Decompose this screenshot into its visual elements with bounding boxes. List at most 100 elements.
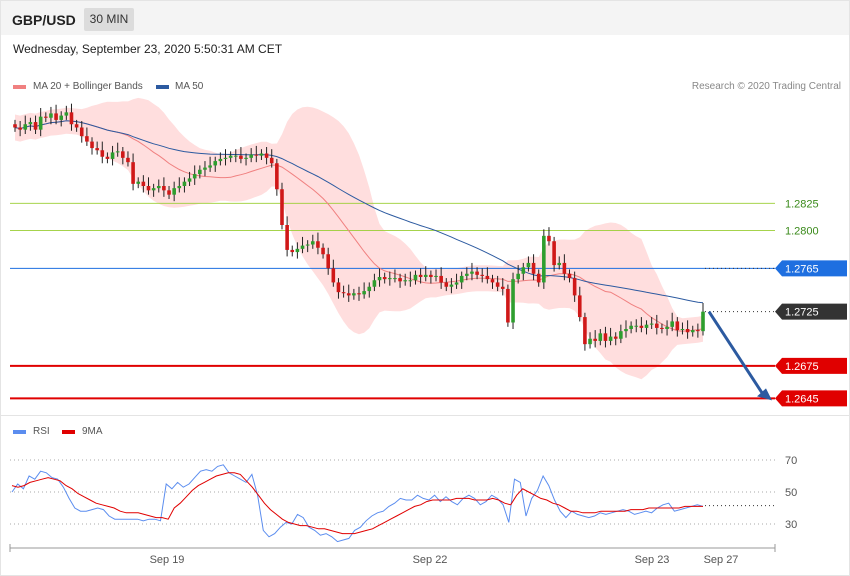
candle-body (557, 262, 562, 266)
ma9-legend-swatch (62, 430, 75, 434)
candle-body (465, 273, 469, 276)
candle-body (182, 181, 187, 186)
candle-body (121, 151, 125, 158)
level-label-1.2645: 1.2645 (785, 393, 819, 405)
candle-body (388, 278, 392, 280)
candle-body (403, 280, 408, 282)
level-tag-1.2765 (775, 260, 847, 277)
candle-body (13, 124, 17, 128)
candle-body (69, 112, 74, 125)
candle-body (429, 274, 433, 277)
price-chart: 1.2825 1.2800 1.2765 1.2725 1.2675 1.2645 (10, 97, 847, 407)
candle-body (583, 317, 587, 345)
candle-body (131, 162, 135, 184)
candle-body (126, 157, 130, 163)
candle-body (500, 286, 505, 289)
candle-body (90, 141, 94, 149)
candle-body (213, 161, 218, 166)
candle-body (608, 336, 613, 341)
candle-body (233, 155, 238, 157)
candle-body (300, 245, 305, 249)
candle-body (521, 267, 526, 274)
candle-body (167, 190, 171, 195)
candle-body (439, 275, 443, 283)
candle-body (613, 336, 618, 339)
candle-body (192, 174, 197, 179)
candle-body (572, 278, 577, 296)
candle-body (85, 136, 89, 142)
x-tick-label: Sep 22 (413, 554, 448, 566)
candle-body (603, 333, 608, 341)
copyright-text: Research © 2020 Trading Central (691, 81, 841, 92)
candle-body (449, 284, 454, 287)
candle-body (536, 273, 541, 283)
candle-body (105, 156, 110, 159)
candle-body (382, 277, 387, 280)
candle-body (434, 275, 438, 277)
candle-body (259, 153, 264, 156)
candle-body (198, 169, 202, 175)
candle-body (629, 325, 633, 329)
ma20-legend-label: MA 20 + Bollinger Bands (33, 81, 143, 92)
candle-body (95, 148, 99, 151)
candle-body (562, 262, 567, 274)
ma50-line (14, 120, 704, 304)
ma9-legend-label: 9MA (82, 426, 103, 437)
candle-body (598, 333, 603, 341)
level-label-1.2765: 1.2765 (785, 263, 819, 275)
candle-body (331, 268, 336, 283)
candle-body (326, 254, 330, 269)
candle-body (141, 181, 146, 186)
ma20-legend-swatch (13, 85, 26, 89)
candle-body (54, 113, 58, 120)
timeframe-button[interactable]: 30 MIN (84, 8, 134, 31)
candle-body (475, 271, 479, 275)
candle-body (38, 116, 43, 130)
candle-body (526, 262, 531, 268)
candle-body (79, 127, 84, 137)
candle-body (341, 292, 346, 294)
candle-body (336, 282, 341, 293)
candle-body (305, 244, 310, 246)
candle-body (285, 225, 289, 250)
candle-body (33, 122, 38, 130)
candle-body (110, 152, 115, 159)
candle-body (280, 189, 284, 225)
x-tick-label: Sep 23 (635, 554, 670, 566)
rsi-legend-label: RSI (33, 426, 50, 437)
candle-body (444, 282, 449, 287)
candle-body (151, 188, 156, 191)
candle-body (454, 282, 459, 285)
candle-body (531, 262, 536, 274)
candle-body (644, 324, 649, 328)
candle-body (367, 286, 372, 292)
candle-body (177, 186, 182, 189)
level-tag-1.2645 (775, 390, 847, 407)
level-tag-1.2725 (775, 303, 847, 320)
candle-body (346, 293, 351, 296)
candle-body (685, 329, 690, 333)
candle-body (156, 186, 161, 189)
candle-body (218, 158, 223, 162)
candle-body (634, 325, 639, 327)
candle-body (459, 275, 464, 283)
candle-body (490, 279, 495, 283)
candle-body (567, 273, 572, 279)
candle-body (660, 327, 664, 329)
candle-body (28, 122, 33, 125)
candle-body (172, 188, 176, 195)
candle-body (624, 329, 628, 332)
level-label-1.2675: 1.2675 (785, 361, 819, 373)
candle-body (372, 280, 377, 287)
candle-body (690, 330, 695, 333)
candle-body (480, 274, 485, 276)
candle-body (249, 154, 253, 158)
ma20-line (14, 120, 704, 332)
candle-body (654, 323, 659, 328)
candle-body (49, 113, 53, 118)
candle-body (413, 274, 418, 281)
rsi-tick-label: 30 (785, 519, 797, 531)
candle-body (593, 338, 597, 341)
candle-body (542, 235, 546, 283)
candle-body (100, 150, 105, 157)
